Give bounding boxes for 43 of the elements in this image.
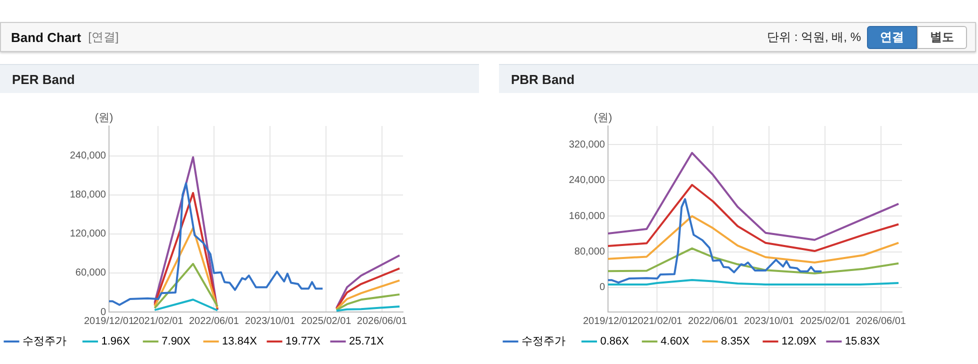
x-tick-label: 2021/02/01 (632, 316, 683, 327)
x-tick-label: 2023/10/01 (244, 316, 296, 327)
legend-label: 25.71X (349, 336, 390, 348)
text: [연결] (88, 28, 119, 46)
y-tick-label: 0 (100, 306, 106, 318)
y-tick-label: 240,000 (568, 175, 606, 186)
legend-label: 1.96X (101, 336, 140, 348)
y-axis-title: (원) (94, 112, 114, 124)
legend-label: 19.77X (286, 336, 327, 348)
x-tick-label: 2021/02/01 (133, 316, 184, 327)
text: 연결 (867, 26, 917, 48)
y-tick-label: 180,000 (70, 190, 106, 201)
legend-label: 13.84X (222, 336, 264, 348)
x-tick-label: 2022/06/01 (688, 316, 738, 327)
y-tick-label: 60,000 (75, 268, 106, 279)
chart-title: PER Band (0, 64, 479, 93)
y-tick-label: 240,000 (70, 150, 106, 162)
text: Band Chart (11, 30, 82, 44)
text: 단위 : 억원, 배, % (766, 28, 861, 46)
legend-label: 0.86X (600, 336, 638, 348)
x-tick-label: 2022/06/01 (188, 316, 240, 327)
x-tick-label: 2023/10/01 (744, 316, 794, 327)
y-axis-title: (원) (594, 112, 612, 124)
x-tick-label: 2025/02/01 (301, 316, 352, 327)
y-tick-label: 80,000 (574, 246, 606, 258)
x-tick-label: 2025/02/01 (800, 316, 851, 327)
x-tick-label: 2026/06/01 (856, 316, 906, 327)
chart-title: PBR Band (499, 64, 978, 93)
text: 별도 (917, 26, 967, 48)
legend-label: 12.09X (781, 336, 822, 348)
legend-label: 7.90X (162, 336, 200, 348)
legend-label: 8.35X (721, 336, 759, 348)
x-tick-label: 2026/06/01 (356, 316, 408, 327)
y-tick-label: 120,000 (70, 228, 106, 240)
legend-label: 수정주가 (22, 336, 79, 348)
x-tick-label: 2019/12/01 (84, 316, 134, 327)
legend-label: 4.60X (660, 336, 699, 348)
y-tick-label: 160,000 (568, 210, 606, 222)
y-tick-label: 320,000 (568, 139, 606, 150)
legend-label: 수정주가 (522, 336, 578, 348)
legend-label: 15.83X (844, 336, 886, 348)
y-tick-label: 0 (599, 282, 606, 294)
x-tick-label: 2019/12/01 (582, 316, 634, 327)
